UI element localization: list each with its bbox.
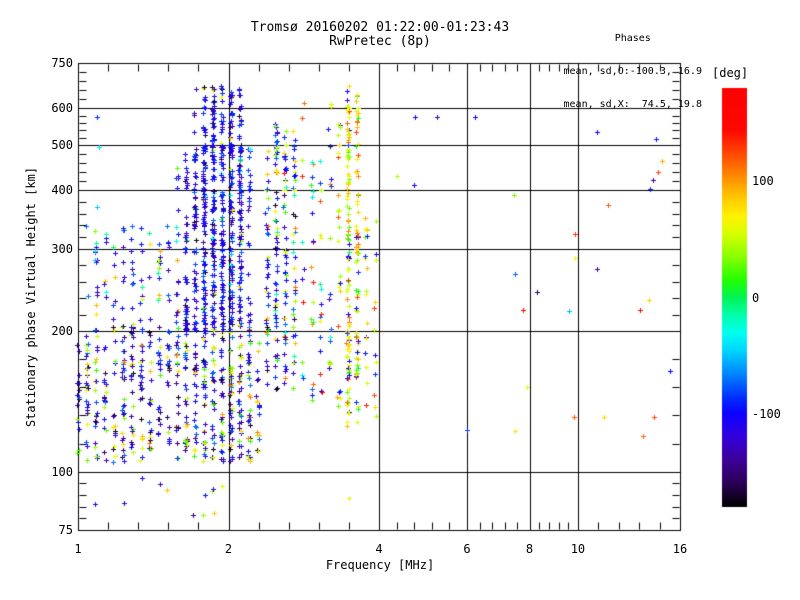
- chart-subtitle: RwPretec (8p): [329, 34, 431, 49]
- x-tick-label: 8: [525, 542, 534, 556]
- x-tick-label: 4: [375, 542, 383, 556]
- y-tick-label: 750: [51, 56, 73, 70]
- x-tick-label: 1: [74, 542, 82, 556]
- y-axis-label: Stationary phase Virtual Height [km]: [24, 166, 38, 428]
- colorbar-unit-label: [deg]: [712, 66, 749, 80]
- x-tick-label: 2: [224, 542, 233, 556]
- y-tick-label: 100: [51, 464, 73, 479]
- y-tick-label: 75: [58, 523, 73, 537]
- y-tick-label: 500: [51, 138, 73, 153]
- phase-stats-x-mode: mean, sd,X: 74.5, 19.8: [563, 99, 702, 110]
- colorbar-tick-label: 0: [752, 290, 760, 305]
- chart-title: Tromsø 20160202 01:22:00-01:23:43: [250, 20, 510, 35]
- colorbar-tick-label: 100: [752, 174, 774, 189]
- phase-stats: Phases mean, sd,O:-100.3, 16.9 mean, sd,…: [564, 11, 702, 132]
- y-tick-label: 300: [51, 241, 73, 256]
- y-tick-label: 600: [51, 101, 73, 116]
- x-tick-label: 10: [570, 542, 586, 556]
- y-tick-label: 400: [51, 183, 73, 198]
- y-tick-label: 200: [51, 324, 73, 339]
- x-axis-label: Frequency [MHz]: [325, 558, 435, 572]
- colorbar: [722, 88, 747, 507]
- phase-stats-heading: Phases: [614, 33, 651, 44]
- phase-stats-o-mode: mean, sd,O:-100.3, 16.9: [563, 66, 702, 77]
- colorbar-tick-label: -100: [752, 406, 781, 421]
- x-tick-label: 6: [463, 542, 471, 556]
- x-tick-label: 16: [672, 542, 688, 556]
